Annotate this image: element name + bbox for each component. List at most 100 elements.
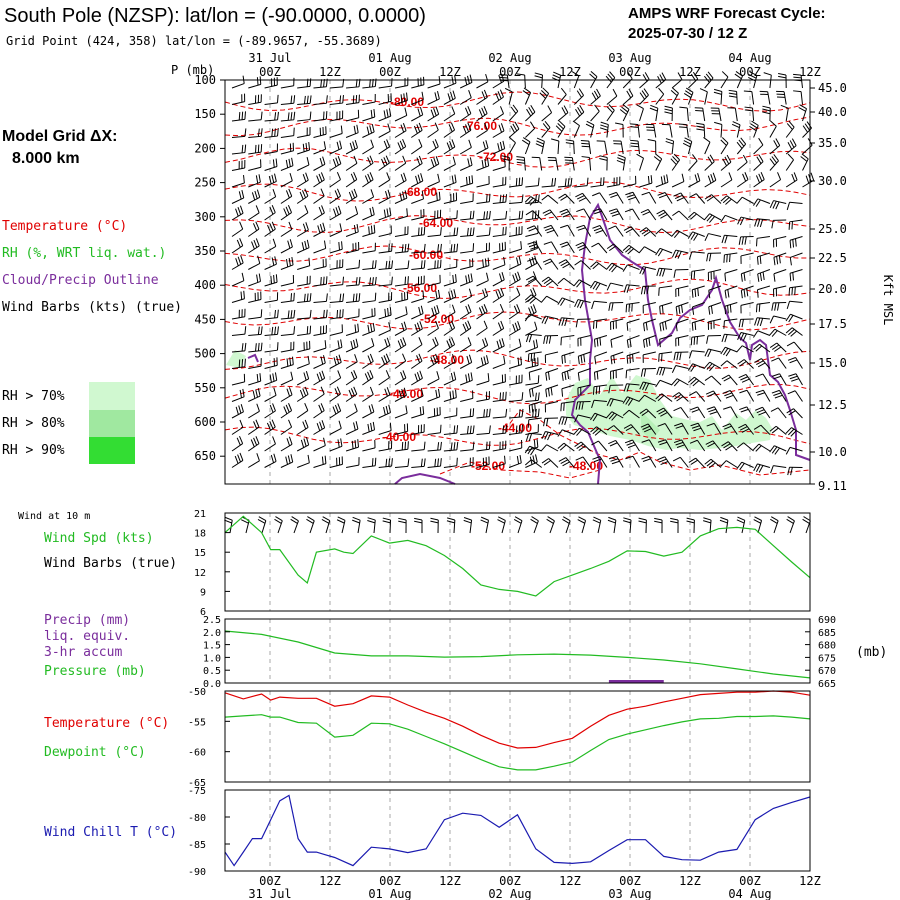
wind-barb — [763, 72, 772, 89]
wind-barb — [659, 302, 673, 315]
wind-barb — [713, 88, 723, 105]
wind-barb — [659, 335, 673, 348]
wind-barb — [574, 299, 591, 309]
wind-barb — [557, 297, 575, 306]
wind-barb — [411, 226, 426, 237]
wind-barb — [501, 155, 510, 171]
wind-barb — [541, 105, 553, 122]
wind-barb — [231, 452, 244, 468]
surface-wind-barb — [530, 516, 539, 534]
wind-barb — [561, 368, 575, 381]
wind-barb — [476, 242, 490, 254]
wind-barb — [443, 192, 458, 204]
wind-barb — [346, 308, 360, 320]
wind-barb — [264, 387, 277, 402]
wind-barb — [527, 417, 542, 428]
wind-barb — [636, 104, 644, 122]
wind-barb — [476, 105, 488, 122]
wind-barb — [280, 77, 295, 89]
wind-barb — [785, 172, 798, 188]
wind-barb — [231, 358, 246, 369]
wind-barb — [575, 318, 591, 328]
wind-barb — [443, 174, 457, 188]
top-time-label: 12Z — [559, 65, 581, 79]
wind-barb — [574, 414, 591, 423]
wind-barb — [673, 439, 689, 452]
wind-barb — [264, 189, 277, 204]
wind-barb — [753, 330, 771, 338]
wind-barb — [740, 252, 754, 264]
wind-barb — [411, 441, 426, 452]
wind-barb — [675, 285, 689, 297]
wind-barb — [542, 209, 559, 221]
wind-barb — [264, 143, 278, 155]
wind-barb — [231, 128, 247, 138]
wind-barb — [572, 120, 580, 138]
isotherm-line — [224, 181, 811, 202]
pressure-tick-label: 650 — [194, 449, 216, 463]
wind-barb — [593, 368, 608, 381]
wind-frame — [224, 512, 811, 612]
wind-barb — [704, 213, 722, 223]
wind-barb — [788, 219, 803, 230]
wind-barb — [411, 173, 424, 188]
wind-barb — [590, 412, 608, 422]
wind-barb — [721, 333, 738, 343]
wind-barb — [755, 389, 771, 402]
wind-barb — [655, 393, 673, 402]
wind-barb — [460, 408, 475, 419]
wind-barb — [656, 267, 673, 277]
wind-barbs — [231, 71, 815, 476]
wind-barb — [769, 315, 787, 324]
wind-barb — [508, 241, 523, 254]
wind-barb — [394, 441, 409, 452]
top-time-label: 12Z — [679, 65, 701, 79]
wind-barb — [378, 139, 391, 155]
surface-wind-barb — [670, 517, 679, 534]
top-date-label: 02 Aug — [488, 51, 531, 65]
wind-barb — [313, 172, 325, 188]
ytick-label: 1.5 — [203, 641, 221, 652]
wind-barb — [780, 104, 789, 122]
wind-barb — [703, 137, 711, 155]
wind-barb — [346, 94, 360, 105]
wind-barb — [525, 408, 540, 419]
wind-barb — [778, 73, 787, 89]
wind-barb — [786, 300, 803, 309]
wind-barb — [608, 225, 624, 237]
wind-barb — [688, 457, 706, 468]
wind-barb — [362, 404, 375, 419]
wind-barb — [345, 323, 360, 336]
surface-wind-barb — [622, 517, 632, 534]
wind-barb — [296, 188, 309, 204]
pressure-tick-label: 300 — [194, 210, 216, 224]
wind-barb — [736, 345, 754, 353]
wind-barb — [557, 87, 567, 105]
wind-barb — [443, 337, 456, 353]
dewpoint-label: Dewpoint (°C) — [44, 745, 146, 760]
wind-barb — [793, 90, 803, 105]
wind-barb — [661, 123, 673, 138]
bottom-time-label: 12Z — [679, 874, 701, 888]
wind-barb — [394, 291, 409, 303]
ytick-label: 15 — [194, 548, 206, 559]
wind-barb — [524, 196, 542, 206]
wind-barb — [264, 111, 279, 122]
wind-barb — [755, 373, 771, 386]
wind-barb — [558, 193, 575, 204]
wind-barb — [329, 276, 345, 287]
wind-barb — [699, 88, 708, 105]
wind-barb — [658, 285, 673, 296]
surface-wind-barb — [398, 517, 407, 534]
surface-wind-barb — [480, 516, 490, 534]
wind-barb — [362, 457, 377, 468]
wind-barb — [378, 78, 393, 89]
wind-barb — [516, 73, 526, 89]
wind-barb — [753, 463, 771, 473]
ytick-label: -60 — [188, 748, 206, 759]
wind-barb — [737, 359, 754, 369]
wind-barb — [657, 456, 673, 468]
wind-barb — [589, 71, 598, 89]
wind-barb — [329, 324, 343, 336]
wind-barb — [492, 176, 507, 188]
